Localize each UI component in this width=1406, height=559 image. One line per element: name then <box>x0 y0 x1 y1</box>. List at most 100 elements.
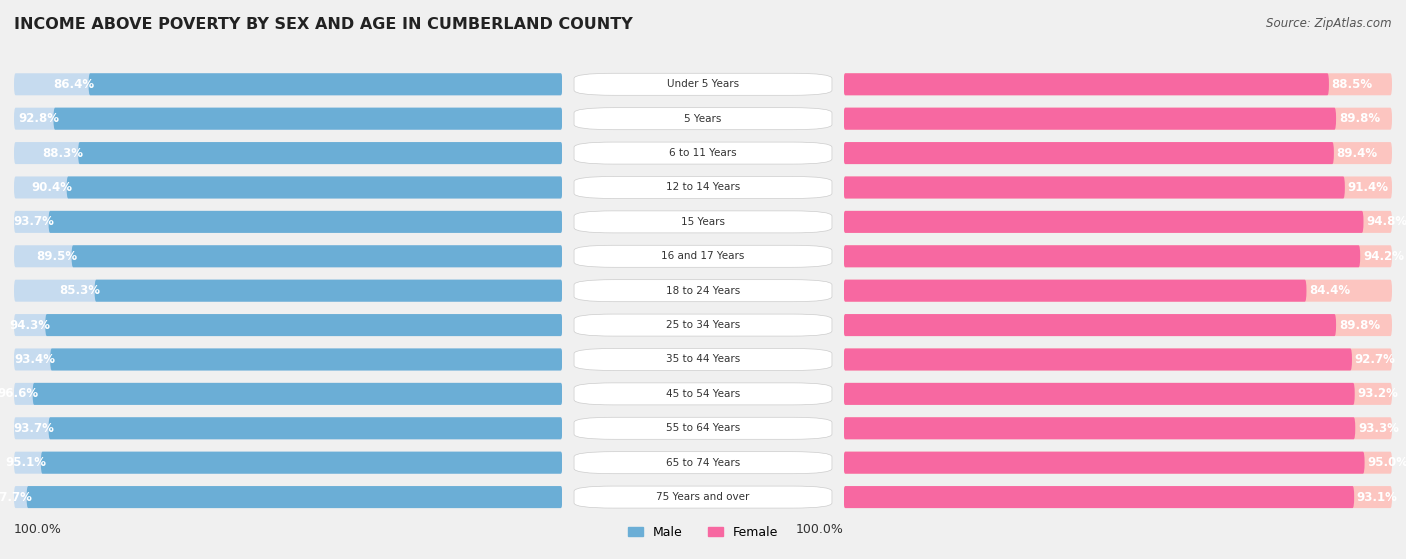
FancyBboxPatch shape <box>27 486 562 508</box>
FancyBboxPatch shape <box>844 452 1392 473</box>
Text: 89.4%: 89.4% <box>1337 146 1378 159</box>
FancyBboxPatch shape <box>844 108 1336 130</box>
FancyBboxPatch shape <box>844 452 1365 473</box>
FancyBboxPatch shape <box>79 142 562 164</box>
Text: 88.3%: 88.3% <box>42 146 84 159</box>
FancyBboxPatch shape <box>72 245 562 267</box>
FancyBboxPatch shape <box>844 417 1392 439</box>
FancyBboxPatch shape <box>844 177 1346 198</box>
Text: 86.4%: 86.4% <box>53 78 94 91</box>
FancyBboxPatch shape <box>574 314 832 336</box>
Text: 93.7%: 93.7% <box>13 215 53 229</box>
FancyBboxPatch shape <box>94 280 562 302</box>
Text: 88.5%: 88.5% <box>1331 78 1372 91</box>
FancyBboxPatch shape <box>574 211 832 233</box>
Text: 90.4%: 90.4% <box>31 181 72 194</box>
FancyBboxPatch shape <box>574 280 832 302</box>
FancyBboxPatch shape <box>574 73 832 95</box>
Text: 15 Years: 15 Years <box>681 217 725 227</box>
Text: 5 Years: 5 Years <box>685 113 721 124</box>
Text: 94.8%: 94.8% <box>1367 215 1406 229</box>
FancyBboxPatch shape <box>844 314 1336 336</box>
FancyBboxPatch shape <box>41 452 562 473</box>
FancyBboxPatch shape <box>53 108 562 130</box>
FancyBboxPatch shape <box>844 280 1306 302</box>
Legend: Male, Female: Male, Female <box>623 521 783 544</box>
Text: 100.0%: 100.0% <box>796 523 844 536</box>
Text: 91.4%: 91.4% <box>1347 181 1389 194</box>
FancyBboxPatch shape <box>14 211 562 233</box>
FancyBboxPatch shape <box>14 348 562 371</box>
Text: 65 to 74 Years: 65 to 74 Years <box>666 458 740 468</box>
Text: 89.8%: 89.8% <box>1339 112 1379 125</box>
FancyBboxPatch shape <box>14 245 562 267</box>
Text: 93.3%: 93.3% <box>1358 422 1399 435</box>
FancyBboxPatch shape <box>14 142 562 164</box>
FancyBboxPatch shape <box>66 177 562 198</box>
Text: 97.7%: 97.7% <box>0 491 32 504</box>
Text: Source: ZipAtlas.com: Source: ZipAtlas.com <box>1267 17 1392 30</box>
FancyBboxPatch shape <box>844 211 1392 233</box>
FancyBboxPatch shape <box>51 348 562 371</box>
Text: 92.7%: 92.7% <box>1354 353 1396 366</box>
FancyBboxPatch shape <box>844 314 1392 336</box>
FancyBboxPatch shape <box>14 383 562 405</box>
Text: 93.4%: 93.4% <box>14 353 56 366</box>
FancyBboxPatch shape <box>574 348 832 371</box>
FancyBboxPatch shape <box>844 383 1355 405</box>
FancyBboxPatch shape <box>14 452 562 473</box>
Text: 85.3%: 85.3% <box>59 284 100 297</box>
FancyBboxPatch shape <box>14 417 562 439</box>
Text: 18 to 24 Years: 18 to 24 Years <box>666 286 740 296</box>
Text: 93.7%: 93.7% <box>13 422 53 435</box>
Text: 84.4%: 84.4% <box>1309 284 1350 297</box>
FancyBboxPatch shape <box>844 280 1392 302</box>
Text: 45 to 54 Years: 45 to 54 Years <box>666 389 740 399</box>
Text: 25 to 34 Years: 25 to 34 Years <box>666 320 740 330</box>
Text: 89.5%: 89.5% <box>37 250 77 263</box>
Text: 12 to 14 Years: 12 to 14 Years <box>666 182 740 192</box>
FancyBboxPatch shape <box>574 177 832 198</box>
FancyBboxPatch shape <box>574 486 832 508</box>
FancyBboxPatch shape <box>844 348 1392 371</box>
FancyBboxPatch shape <box>574 417 832 439</box>
FancyBboxPatch shape <box>89 73 562 95</box>
FancyBboxPatch shape <box>45 314 562 336</box>
Text: Under 5 Years: Under 5 Years <box>666 79 740 89</box>
FancyBboxPatch shape <box>32 383 562 405</box>
Text: 95.0%: 95.0% <box>1367 456 1406 469</box>
Text: 89.8%: 89.8% <box>1339 319 1379 331</box>
FancyBboxPatch shape <box>14 280 562 302</box>
FancyBboxPatch shape <box>574 383 832 405</box>
FancyBboxPatch shape <box>574 142 832 164</box>
FancyBboxPatch shape <box>574 245 832 267</box>
Text: 100.0%: 100.0% <box>14 523 62 536</box>
FancyBboxPatch shape <box>844 348 1353 371</box>
FancyBboxPatch shape <box>14 177 562 198</box>
FancyBboxPatch shape <box>844 417 1355 439</box>
Text: 92.8%: 92.8% <box>18 112 59 125</box>
FancyBboxPatch shape <box>14 486 562 508</box>
FancyBboxPatch shape <box>574 452 832 473</box>
FancyBboxPatch shape <box>844 245 1360 267</box>
FancyBboxPatch shape <box>14 73 562 95</box>
Text: INCOME ABOVE POVERTY BY SEX AND AGE IN CUMBERLAND COUNTY: INCOME ABOVE POVERTY BY SEX AND AGE IN C… <box>14 17 633 32</box>
FancyBboxPatch shape <box>844 211 1364 233</box>
Text: 6 to 11 Years: 6 to 11 Years <box>669 148 737 158</box>
Text: 55 to 64 Years: 55 to 64 Years <box>666 423 740 433</box>
Text: 75 Years and over: 75 Years and over <box>657 492 749 502</box>
Text: 93.1%: 93.1% <box>1357 491 1398 504</box>
FancyBboxPatch shape <box>574 108 832 130</box>
Text: 94.3%: 94.3% <box>10 319 51 331</box>
Text: 94.2%: 94.2% <box>1362 250 1403 263</box>
FancyBboxPatch shape <box>844 142 1334 164</box>
Text: 16 and 17 Years: 16 and 17 Years <box>661 252 745 261</box>
FancyBboxPatch shape <box>844 245 1392 267</box>
FancyBboxPatch shape <box>844 383 1392 405</box>
FancyBboxPatch shape <box>49 211 562 233</box>
FancyBboxPatch shape <box>844 142 1392 164</box>
FancyBboxPatch shape <box>844 73 1329 95</box>
FancyBboxPatch shape <box>49 417 562 439</box>
FancyBboxPatch shape <box>844 177 1392 198</box>
Text: 95.1%: 95.1% <box>6 456 46 469</box>
